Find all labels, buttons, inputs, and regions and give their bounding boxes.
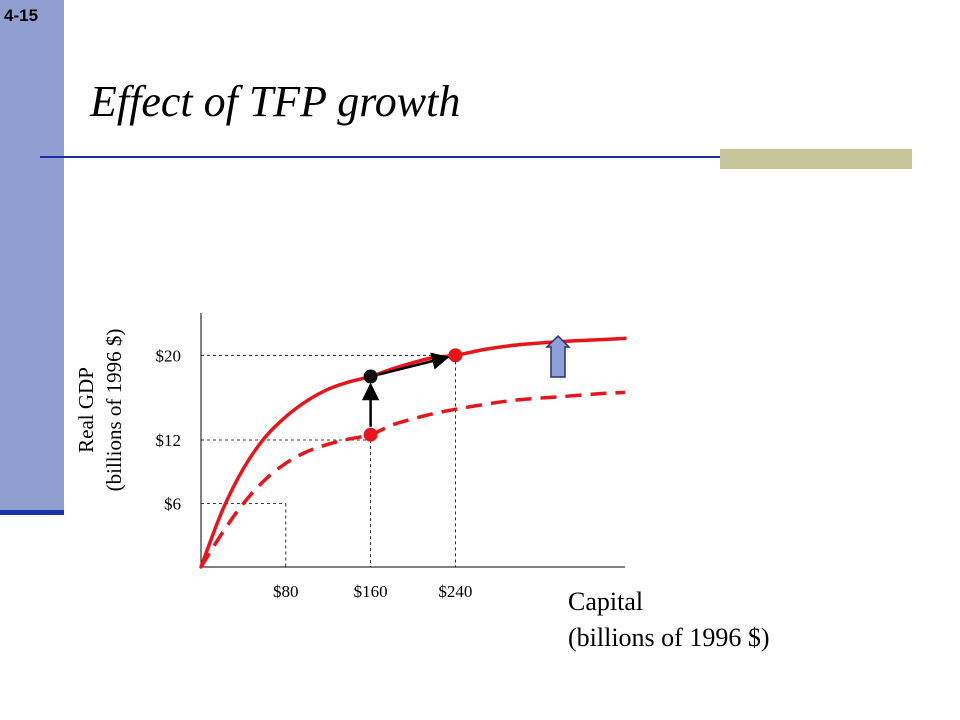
y-tick-label-1: $12 [156,431,182,450]
title-accent-bar [720,149,912,169]
x-axis-label: Capital (billions of 1996 $) [568,584,770,656]
y-tick-label-2: $20 [156,346,182,365]
point-2 [448,348,463,363]
up-arrow-icon [545,334,571,378]
point-0 [363,427,378,442]
title-rule [40,156,912,158]
x-axis-label-line-1: Capital [568,587,644,616]
x-tick-label-1: $160 [354,582,388,601]
sidebar-band [0,0,64,512]
x-axis-label-line-2: (billions of 1996 $) [568,623,770,652]
sidebar-foot-bar [0,510,64,515]
curve-before-tfp-growth [199,390,626,568]
y-tick-label-0: $6 [164,495,181,514]
x-tick-label-0: $80 [273,582,299,601]
point-1 [363,369,378,384]
x-tick-label-2: $240 [438,582,472,601]
slide-title: Effect of TFP growth [90,77,461,126]
movement-arrow-1 [378,352,450,376]
slide-number: 4-15 [4,6,39,25]
